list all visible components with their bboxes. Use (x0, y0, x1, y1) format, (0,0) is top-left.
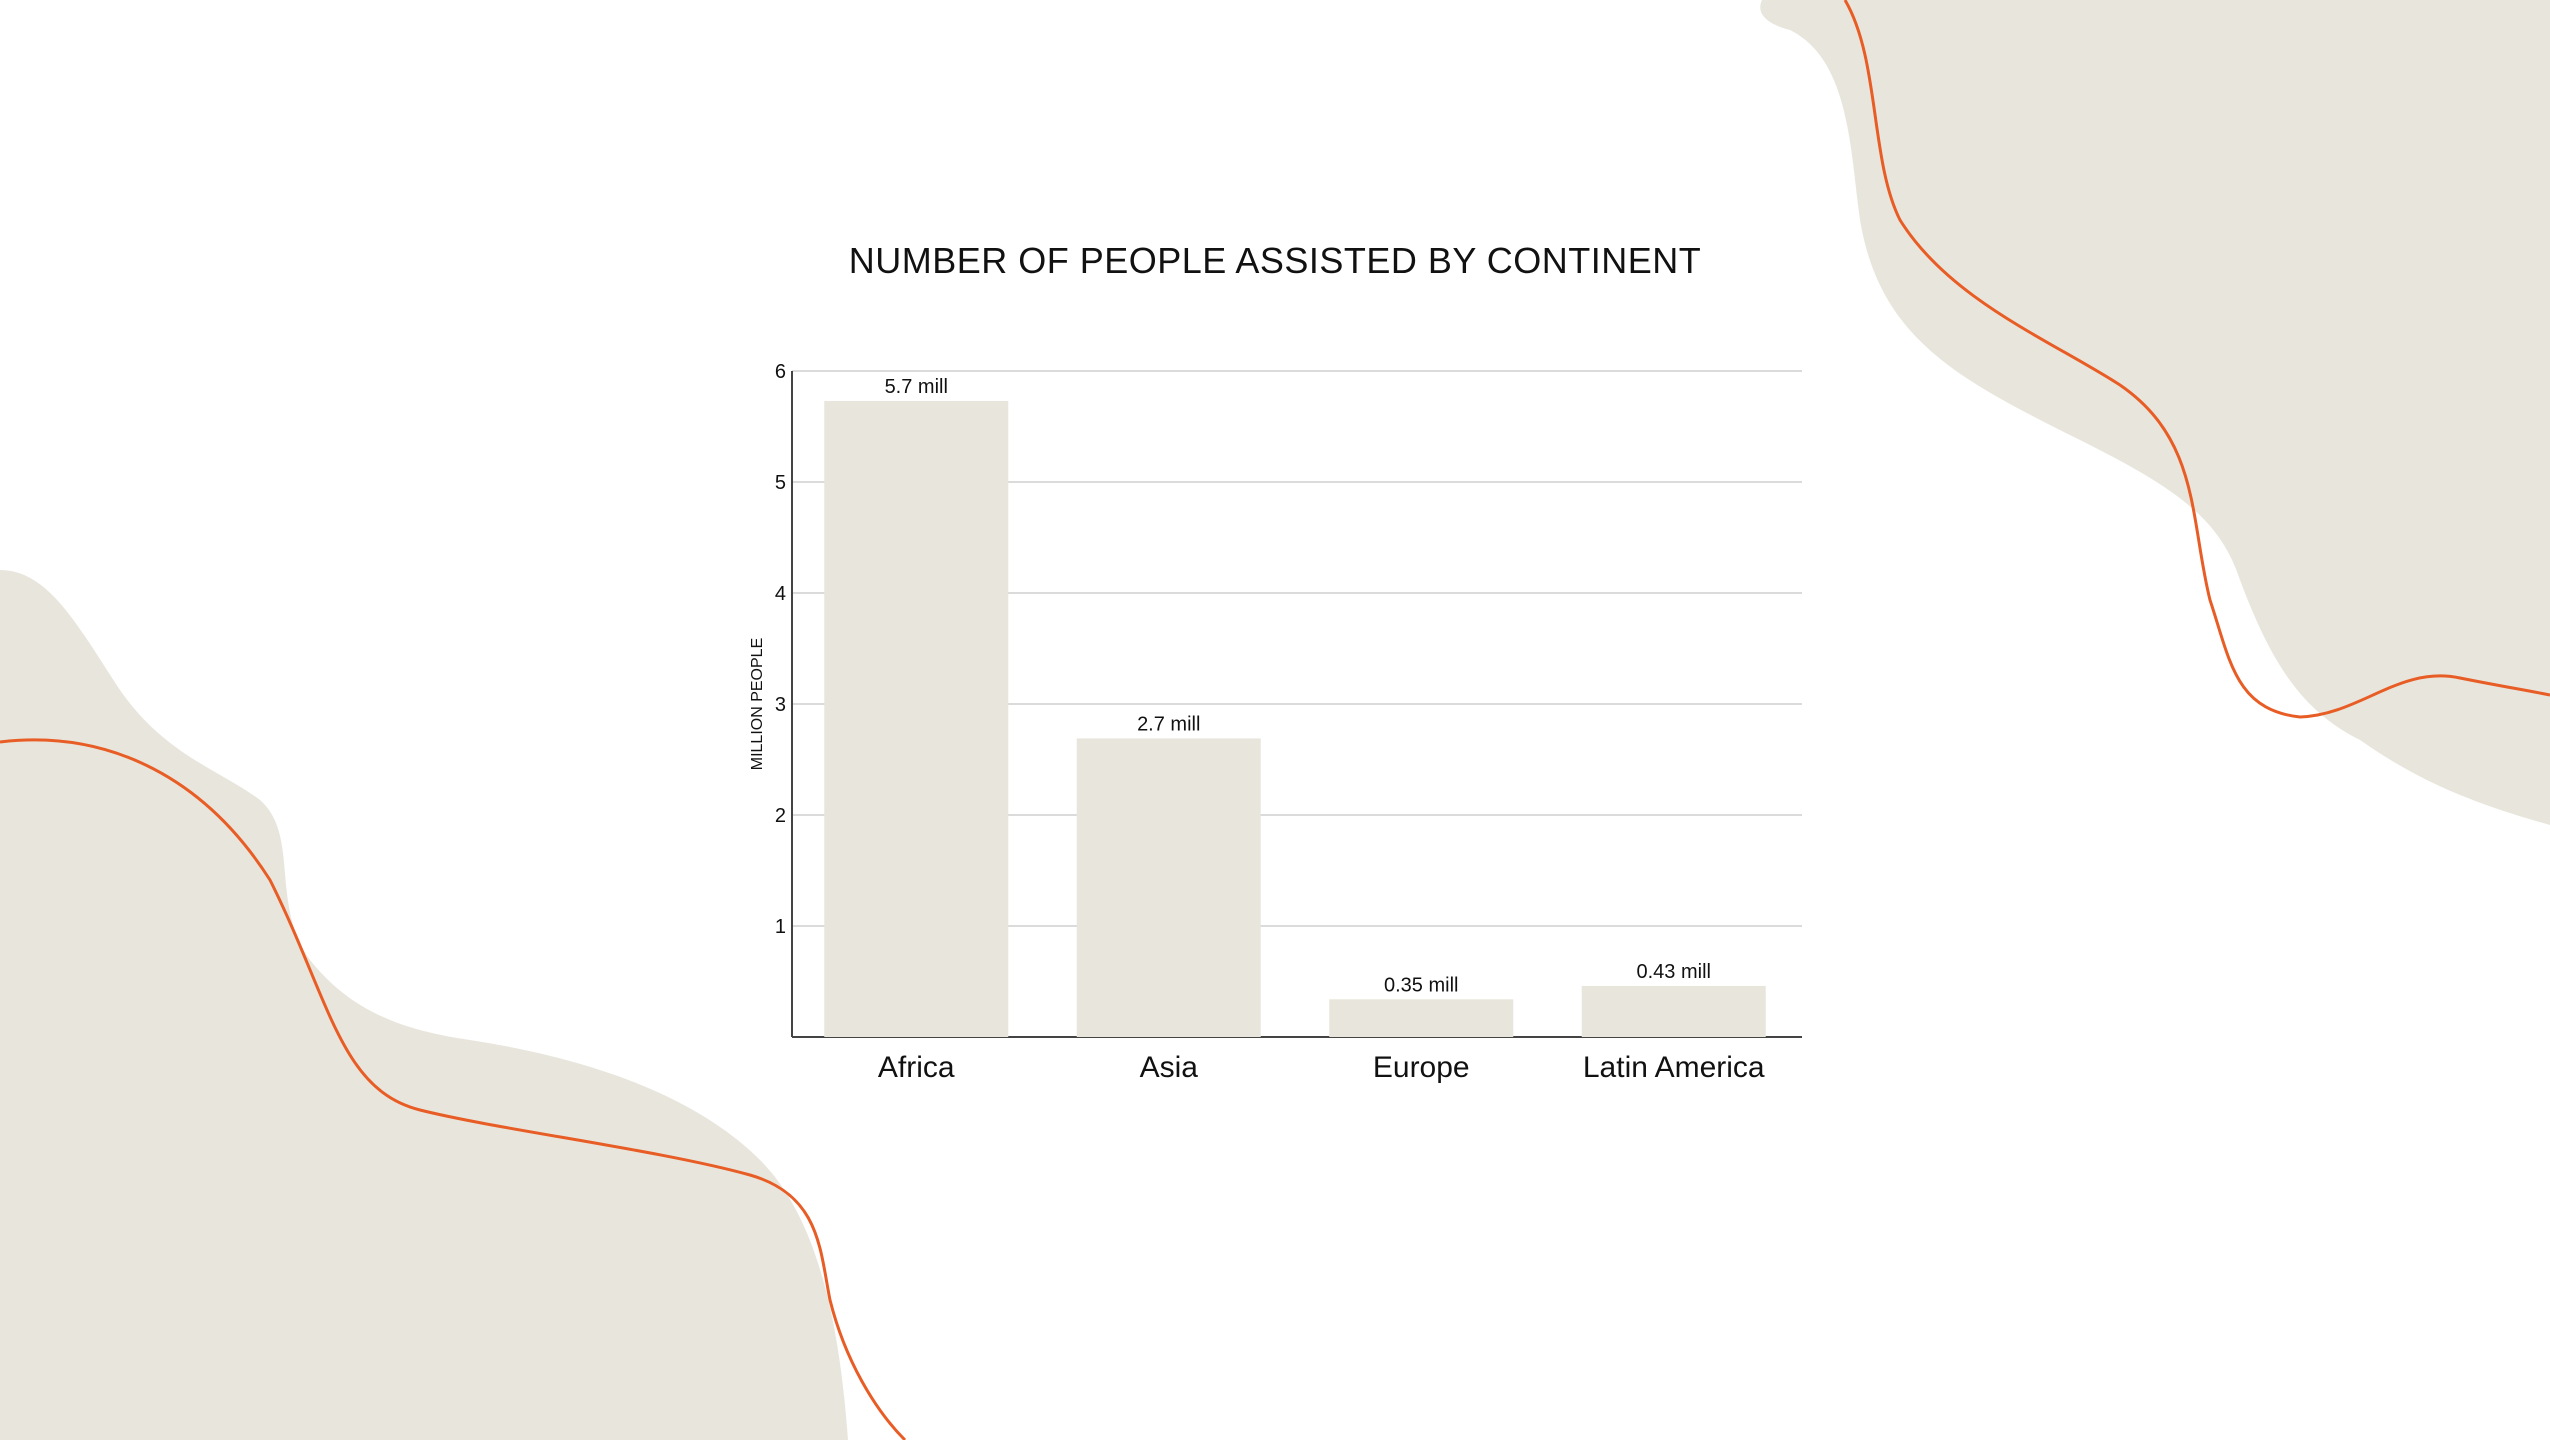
y-tick-label: 6 (775, 361, 786, 383)
bar-chart: 1 2 3 4 5 6 MILLION PEOPLE 5.7 mill Africa 2.7 mi… (749, 361, 1802, 1084)
decor-line-bottom-left (0, 738, 907, 1440)
y-tick-label: 5 (775, 472, 786, 494)
y-tick-label: 1 (775, 916, 786, 938)
decor-blob-top-right (1760, 0, 2550, 825)
data-label: 5.7 mill (885, 376, 948, 398)
y-tick-label: 3 (775, 694, 786, 716)
decor-line-top-right (1843, 0, 2550, 719)
data-label: 2.7 mill (1137, 713, 1200, 735)
bar (1581, 985, 1766, 1037)
x-tick-label: Africa (878, 1051, 955, 1084)
x-tick-label: Asia (1140, 1051, 1199, 1084)
x-tick-label: Europe (1373, 1051, 1470, 1084)
chart-title: NUMBER OF PEOPLE ASSISTED BY CONTINENT (848, 240, 1702, 281)
data-label: 0.35 mill (1384, 974, 1458, 996)
y-axis-label: MILLION PEOPLE (749, 638, 766, 771)
bar (824, 400, 1009, 1038)
decor-blob-bottom-left (0, 570, 848, 1440)
bar (1076, 738, 1261, 1037)
bar (1329, 999, 1514, 1037)
data-label: 0.43 mill (1637, 961, 1711, 983)
x-tick-label: Latin America (1583, 1051, 1765, 1084)
y-tick-label: 2 (775, 805, 786, 827)
y-tick-label: 4 (775, 583, 786, 605)
